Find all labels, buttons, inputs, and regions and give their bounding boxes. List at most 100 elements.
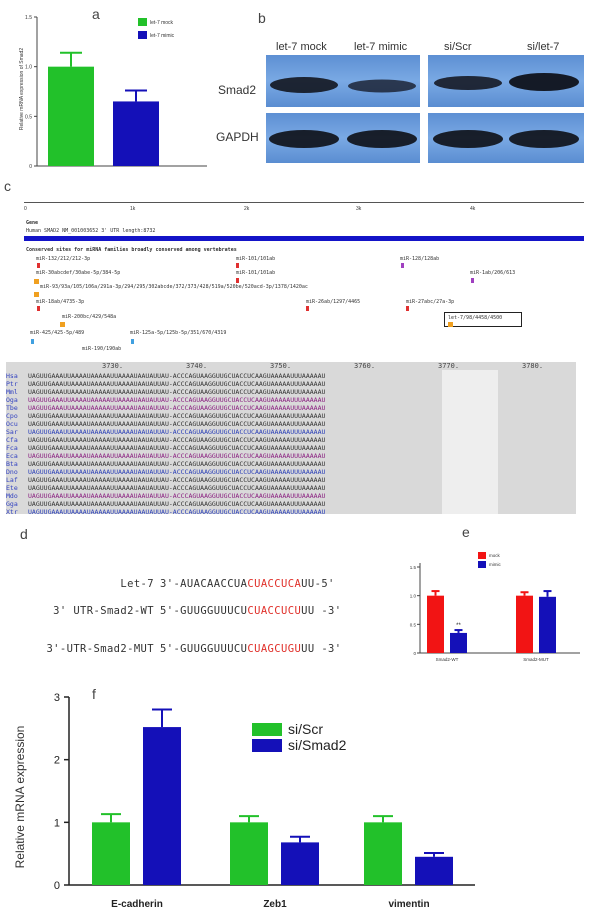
alignment-sequence: UAGUUGAAAUUAAAAUAAAAAUUAAAAUAAUAUUAU-ACC… [28, 380, 326, 388]
alignment-sequence: UAGUUGAAAUUAAAAUAAAAAUUAAAAUAAUAUUAU-ACC… [28, 396, 326, 404]
alignment-sequence: UAGUUGAAAUUAAAAUAAAAAUUAAAAUAAUAUUAU-ACC… [28, 420, 326, 428]
alignment-sequence: UAGUUGAAAUUAAAAUAAAAAUUAAAAUAAUAUUAU-ACC… [28, 372, 326, 380]
seq-suffix: UU -3' [301, 605, 342, 617]
alignment-sequence: UAGUUGAAAUUAAAAUAAAAAUUAAAAUAAUAUUAU-ACC… [28, 412, 326, 420]
mirna-site-label: miR-26ab/1297/4465 [306, 299, 361, 305]
alignment-row: Ptr UAGUUGAAAUUAAAAUAAAAAUUAAAAUAAUAUUAU-… [6, 380, 576, 388]
seq-seed: CUAGCUGU [247, 643, 302, 655]
blot-lane-label: let-7 mock [276, 41, 327, 53]
panel-d-label: d [20, 526, 28, 542]
site-marker-red [236, 278, 239, 283]
sequence-alignment: 3730. 3740. 3750. 3760. 3770. 3780. Hsa UAGUUG… [6, 362, 576, 514]
seq-row-label: 3'-UTR-Smad2-MUT [46, 643, 154, 655]
species-name: Ete [6, 484, 18, 492]
alignment-tick: 3750. [270, 362, 292, 370]
alignment-sequence: UAGUUGAAAUUAAAAUAAAAAUUAAAAUAAUAUUAU-ACC… [28, 484, 326, 492]
seq-prefix: 5'-GUUGGUUUCU [160, 605, 248, 617]
alignment-row: Dno UAGUUGAAAUUAAAAUAAAAAUUAAAAUAAUAUUAU-… [6, 468, 576, 476]
alignment-tick: 3730. [102, 362, 124, 370]
scale-tick: 3k [356, 206, 362, 212]
y-tick-label: 0 [413, 651, 416, 656]
bar [539, 596, 556, 653]
alignment-row: Fca UAGUUGAAAUUAAAAUAAAAAUUAAAAUAAUAUUAU-… [6, 444, 576, 452]
bar [415, 856, 453, 885]
bar [113, 101, 159, 166]
panel-f-label: f [92, 686, 96, 702]
seq-suffix: UU-5' [301, 578, 335, 590]
alignment-row: Mdo UAGUUGAAAUUAAAAUAAAAAUUAAAAUAAUAUUAU-… [6, 492, 576, 500]
utr-bar [24, 236, 584, 241]
alignment-row: Tbe UAGUUGAAAUUAAAAUAAAAAUUAAAAUAAUAUUAU-… [6, 404, 576, 412]
mirna-site-label: miR-93/93a/105/106a/291a-3p/294/295/302a… [40, 284, 308, 290]
species-name: Sar [6, 428, 18, 436]
site-marker-blue [31, 339, 34, 344]
legend-label: let-7 mock [150, 20, 174, 26]
species-name: Cfa [6, 436, 18, 444]
x-tick-label: E-cadherin [111, 899, 163, 910]
species-name: Hsa [6, 372, 18, 380]
alignment-row: Mml UAGUUGAAAUUAAAAUAAAAAUUAAAAUAAUAUUAU-… [6, 388, 576, 396]
y-tick-label: 3 [54, 692, 60, 704]
y-tick-label: 1.5 [410, 565, 417, 570]
y-tick-label: 1 [54, 817, 60, 829]
blot-lane-label: si/let-7 [527, 41, 560, 53]
x-tick-label: vimentin [388, 899, 429, 910]
bar [427, 595, 444, 653]
site-marker-red [37, 306, 40, 311]
legend-label: let-7 mimic [150, 33, 175, 39]
y-tick-label: 1.5 [25, 15, 32, 21]
legend-swatch [478, 561, 486, 568]
gene-line: Human SMAD2 NM_001003652 3' UTR length:8… [26, 228, 156, 234]
seq-seed: CUACCUCA [247, 578, 302, 590]
seq-row-sequence: 3'-AUACAACCUACUACCUCAUU-5' [160, 578, 335, 590]
alignment-tick: 3760. [354, 362, 376, 370]
legend-label: si/Scr [288, 721, 323, 737]
alignment-row: Cpo UAGUUGAAAUUAAAAUAAAAAUUAAAAUAAUAUUAU-… [6, 412, 576, 420]
legend-swatch [478, 552, 486, 559]
alignment-sequence: UAGUUGAAAUUAAAAUAAAAAUUAAAAUAAUAUUAU-ACC… [28, 468, 326, 476]
site-marker-red [236, 263, 239, 268]
bar [364, 822, 402, 885]
scale-tick: 4k [470, 206, 476, 212]
bar [143, 727, 181, 885]
bar [450, 632, 467, 653]
x-tick-label: Smad2-WT [436, 657, 459, 662]
western-blot-image [266, 55, 584, 163]
alignment-row: Eca UAGUUGAAAUUAAAAUAAAAAUUAAAAUAAUAUUAU-… [6, 452, 576, 460]
legend-swatch [138, 18, 147, 26]
mirna-site-label: miR-30abcdef/30abe-5p/384-5p [36, 270, 121, 276]
species-name: Mdo [6, 492, 18, 500]
y-tick-label: 0.5 [25, 114, 32, 120]
panel-a-chart: 0 0.5 1.0 1.5 let-7 mock let-7 mimic [25, 15, 207, 170]
mirna-site-label: miR-1ab/206/613 [470, 270, 516, 276]
site-marker-orange [34, 292, 39, 297]
legend-label: mimic [489, 562, 501, 567]
mirna-site-label: miR-125a-5p/125b-5p/351/670/4319 [130, 330, 227, 336]
mirna-site-label: miR-18ab/4735-3p [36, 299, 85, 305]
alignment-row: Bta UAGUUGAAAUUAAAAUAAAAAUUAAAAUAAUAUUAU-… [6, 460, 576, 468]
blot-lane-label: si/Scr [444, 41, 472, 53]
species-name: Tbe [6, 404, 18, 412]
site-marker-red [406, 306, 409, 311]
species-name: Oga [6, 396, 18, 404]
alignment-tick: 3780. [522, 362, 544, 370]
y-tick-label: 1.0 [410, 594, 417, 599]
species-name: Ptr [6, 380, 18, 388]
alignment-sequence: UAGUUGAAAUUAAAAUAAAAAUUAAAAUAAUAUUAU-ACC… [28, 460, 326, 468]
seq-row-label: 3' UTR-Smad2-WT [53, 605, 154, 617]
alignment-sequence: UAGUUGAAAUUAAAAUAAAAAUUAAAAUAAUAUUAU-ACC… [28, 444, 326, 452]
bar [516, 595, 533, 653]
alignment-row: Oga UAGUUGAAAUUAAAAUAAAAAUUAAAAUAAUAUUAU-… [6, 396, 576, 404]
alignment-row: Gga UAGUUGAAAUUAAAAUAAAAAUUAAAAUAAUAUUAU-… [6, 500, 576, 508]
mirna-site-label: miR-132/212/212-3p [36, 256, 91, 262]
alignment-tick: 3770. [438, 362, 460, 370]
utr-scale-ruler [24, 202, 584, 203]
species-name: Dno [6, 468, 18, 476]
alignment-sequence: UAGUUGAAAUUAAAAUAAAAAUUAAAAUAAUAUUAU-ACC… [28, 452, 326, 460]
alignment-sequence: UAGUUGAAAUUAAAAUAAAAAUUAAAAUAAUAUUAU-ACC… [28, 508, 326, 514]
scale-tick: 2k [244, 206, 250, 212]
site-marker-blue [131, 339, 134, 344]
seq-seed: CUACCUCU [247, 605, 302, 617]
alignment-row: Ocu UAGUUGAAAUUAAAAUAAAAAUUAAAAUAAUAUUAU-… [6, 420, 576, 428]
x-tick-label: Smad2-MUT [523, 657, 549, 662]
